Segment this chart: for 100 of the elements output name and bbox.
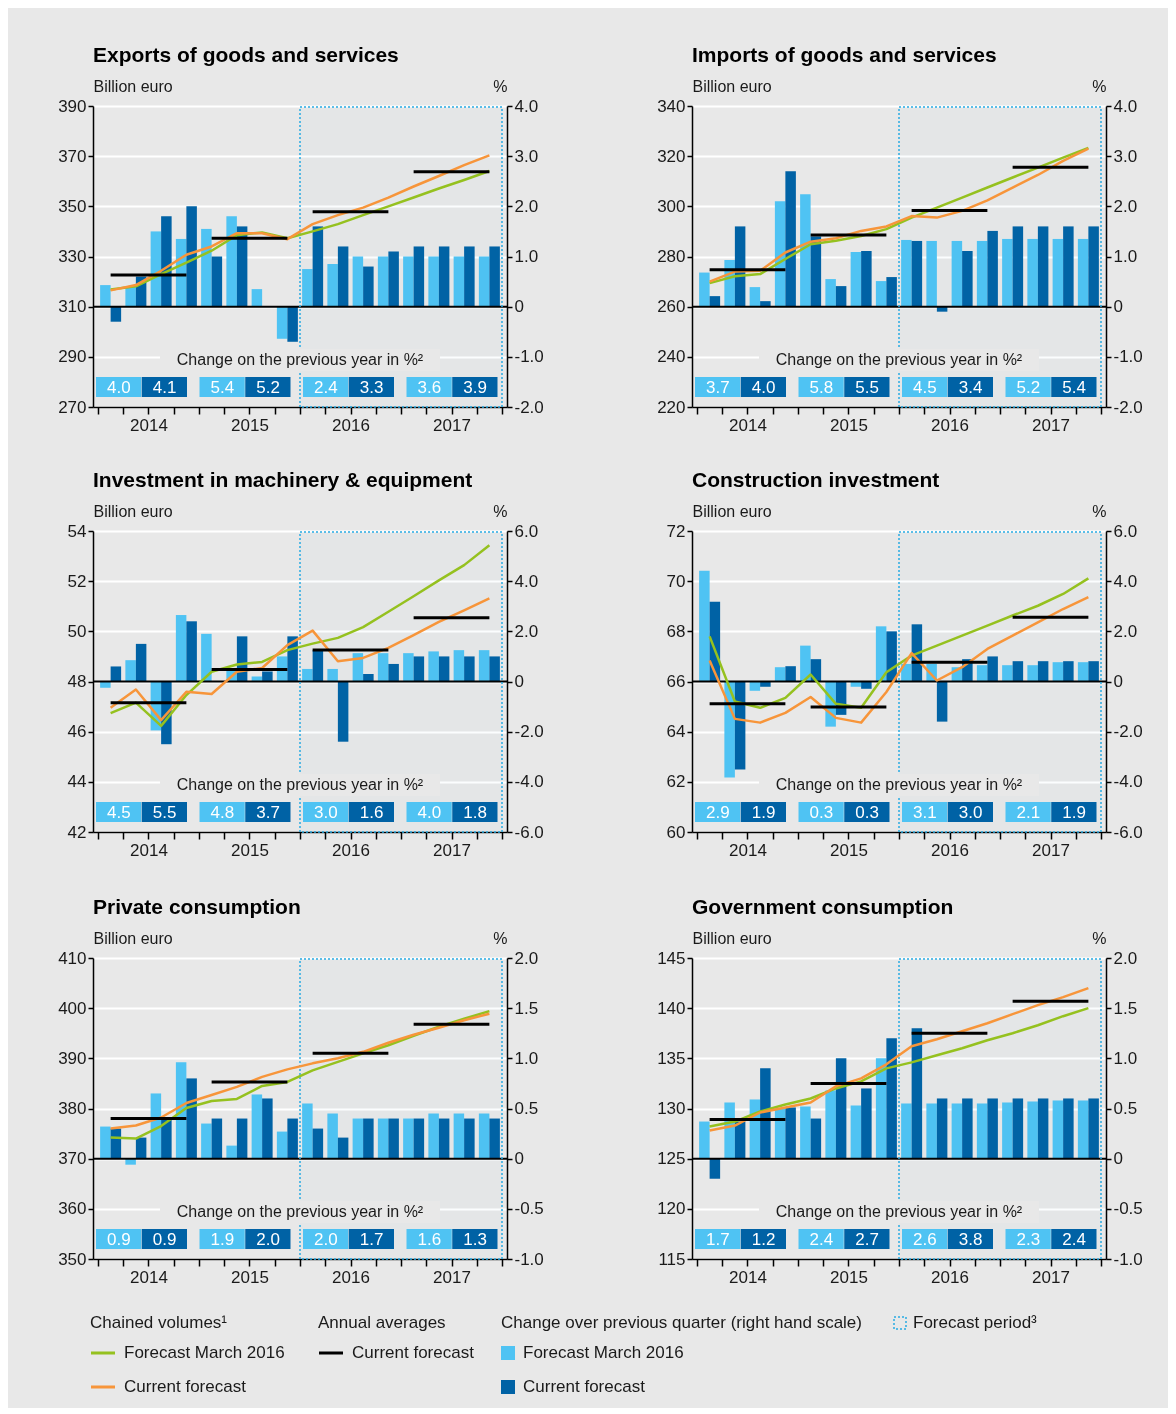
annotation: 5.4	[1062, 378, 1086, 397]
bar	[774, 667, 786, 682]
bar	[1077, 1100, 1089, 1159]
y-tick-label: 330	[58, 247, 87, 266]
y-tick-label: 54	[67, 521, 87, 541]
x-tick-label: 2017	[433, 1267, 471, 1287]
bar	[201, 228, 212, 307]
bar	[377, 256, 389, 307]
x-tick-label: 2015	[830, 1267, 868, 1287]
bar	[1077, 662, 1089, 682]
bar	[135, 643, 147, 682]
y2-tick-label: 0	[1113, 672, 1123, 691]
bar	[327, 1113, 338, 1159]
annotation: Change on the previous year in %²	[775, 1203, 1023, 1220]
annotation: 0.9	[107, 1230, 131, 1249]
chart-title: Exports of goods and services	[93, 43, 399, 66]
line-series	[109, 544, 491, 728]
bar	[453, 650, 465, 682]
y2-axis-title: %	[1092, 502, 1107, 520]
y2-tick-label: 1.5	[514, 998, 539, 1018]
chart-title: Imports of goods and services	[692, 43, 997, 66]
annotation: Change on the previous year in %²	[775, 776, 1023, 793]
bar	[186, 1078, 197, 1159]
y2-tick-label: 4.0	[514, 571, 539, 591]
x-tick-label: 2016	[931, 415, 969, 435]
annotation: 5.2	[256, 378, 280, 397]
bar	[1027, 665, 1038, 682]
y-tick-label: 70	[666, 571, 686, 591]
y-axis-title: Billion euro	[93, 929, 173, 947]
x-tick-label: 2014	[130, 1267, 168, 1287]
y2-tick-label: 0	[514, 1149, 524, 1169]
bar	[1052, 238, 1064, 307]
bar	[886, 1038, 897, 1159]
legend-label: Forecast period³	[913, 1312, 1037, 1334]
y-tick-label: 72	[666, 521, 686, 541]
bar	[1002, 1102, 1013, 1159]
text: Annual averages	[318, 1312, 447, 1334]
x-tick-label: 2014	[729, 415, 767, 435]
y2-axis-title: %	[493, 77, 508, 95]
annotation: 3.0	[958, 803, 983, 822]
y2-tick-label: 2.0	[1113, 621, 1138, 641]
bar	[337, 681, 349, 742]
y-tick-label: 52	[67, 571, 87, 591]
bar	[1012, 226, 1024, 307]
y-tick-label: 62	[666, 772, 686, 792]
annotation: Change on the previous year in %²	[775, 351, 1023, 368]
bar	[327, 668, 338, 682]
bar	[1088, 661, 1099, 682]
y2-tick-label: 1.0	[1113, 1048, 1138, 1068]
bar	[287, 306, 298, 342]
bar	[262, 671, 273, 682]
y-tick-label: 350	[58, 196, 87, 216]
bar	[1063, 226, 1074, 307]
bar	[976, 1103, 988, 1159]
bar	[987, 230, 998, 307]
bar	[201, 1123, 212, 1159]
y2-tick-label: -2.0	[514, 722, 544, 742]
y2-tick-label: 3.0	[1113, 146, 1138, 166]
y2-axis-title: %	[493, 929, 508, 947]
annotation: 5.8	[809, 378, 834, 397]
bar	[976, 665, 988, 682]
y-tick-label: 300	[657, 196, 686, 216]
bar	[100, 285, 111, 307]
bar	[489, 246, 500, 307]
y2-tick-label: -2.0	[1113, 397, 1143, 417]
bar	[337, 246, 349, 307]
bar	[951, 1103, 963, 1159]
bar	[453, 1113, 465, 1159]
text: Chained volumes¹	[90, 1312, 228, 1334]
y-tick-label: 50	[67, 621, 87, 641]
bar	[438, 246, 450, 307]
annotation: 1.8	[463, 803, 487, 822]
bar	[800, 1106, 811, 1159]
y2-tick-label: 2.0	[1113, 948, 1138, 968]
bar	[1063, 661, 1074, 682]
bar	[428, 651, 439, 682]
annotation: 1.9	[210, 1230, 235, 1249]
x-tick-label: 2014	[729, 1267, 767, 1287]
bar	[785, 666, 796, 682]
bar	[1037, 1098, 1049, 1159]
y2-tick-label: -6.0	[514, 822, 544, 842]
y-tick-label: 60	[666, 822, 686, 842]
bar	[1037, 661, 1049, 682]
bar	[1037, 226, 1049, 307]
bar	[936, 681, 948, 722]
bar	[1077, 238, 1089, 307]
bar	[709, 1158, 721, 1179]
bar	[186, 621, 197, 682]
y2-tick-label: 4.0	[1113, 571, 1138, 591]
bar	[901, 1103, 912, 1159]
annotation: 5.5	[152, 803, 177, 822]
y-tick-label: 370	[58, 146, 87, 166]
bar	[699, 570, 710, 682]
bar	[1027, 1101, 1038, 1159]
y2-tick-label: 2.0	[514, 948, 539, 968]
annotation: 3.0	[314, 803, 338, 822]
y2-tick-label: 6.0	[514, 521, 539, 541]
chart-title: Government consumption	[692, 895, 954, 918]
annotation: 1.6	[417, 1230, 442, 1249]
annotation: 2.4	[1062, 1230, 1086, 1249]
